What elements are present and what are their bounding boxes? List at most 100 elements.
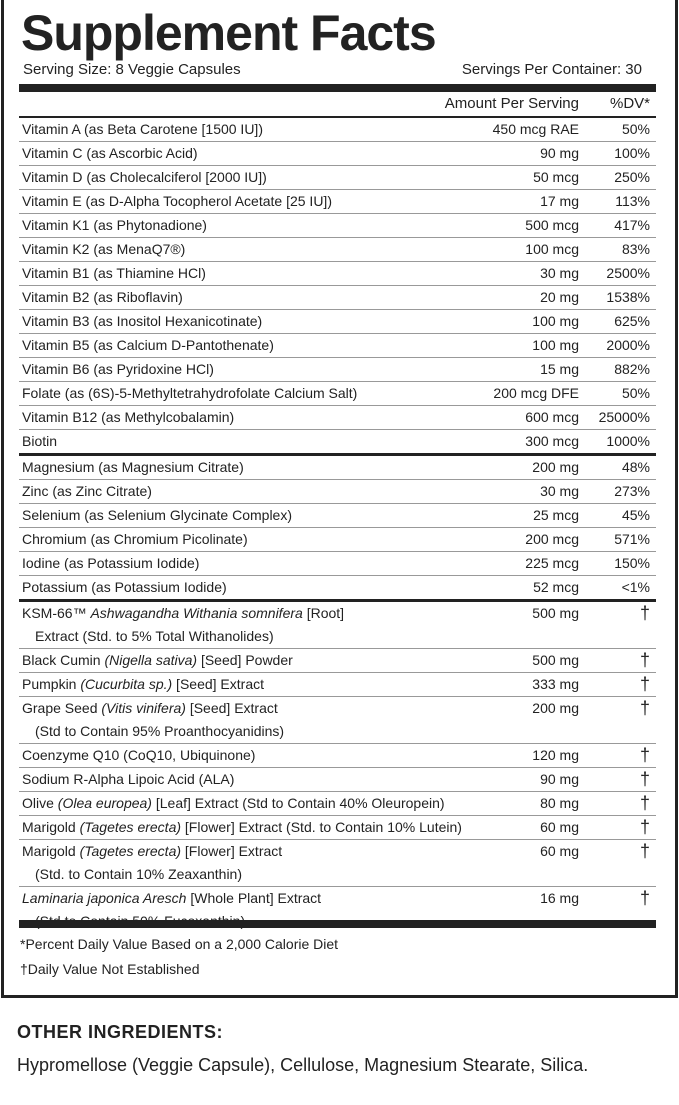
name-line: Potassium (as Potassium Iodide) — [22, 576, 522, 599]
amount-per-serving: 200 mcg — [525, 531, 579, 547]
name-text: Vitamin B2 (as Riboflavin) — [22, 289, 183, 305]
amount-per-serving: 50 mcg — [533, 169, 579, 185]
name-text: Vitamin B1 (as Thiamine HCl) — [22, 265, 206, 281]
ingredient-name: Olive (Olea europea) [Leaf] Extract (Std… — [19, 792, 522, 815]
table-row: Selenium (as Selenium Glycinate Complex)… — [19, 504, 656, 528]
daily-value: 417% — [614, 217, 650, 233]
daily-value: 2000% — [606, 337, 650, 353]
name-text: [Root] — [302, 605, 345, 621]
name-line-2: (Std to Contain 95% Proanthocyanidins) — [35, 723, 285, 739]
table-row: Iodine (as Potassium Iodide) 225 mcg 150% — [19, 552, 656, 576]
name-line: Vitamin B12 (as Methylcobalamin) — [22, 406, 522, 429]
name-text: Vitamin K2 (as MenaQ7®) — [22, 241, 186, 257]
amount-per-serving: 52 mcg — [533, 579, 579, 595]
name-text: Olive — [22, 795, 58, 811]
name-text: Iodine (as Potassium Iodide) — [22, 555, 200, 571]
daily-value: 100% — [614, 145, 650, 161]
ingredient-name: Vitamin C (as Ascorbic Acid) — [19, 142, 522, 165]
amount-per-serving: 450 mcg RAE — [492, 121, 579, 137]
table-row: Vitamin B2 (as Riboflavin) 20 mg 1538% — [19, 286, 656, 310]
name-text: Black Cumin — [22, 652, 105, 668]
table-row: Chromium (as Chromium Picolinate) 200 mcg… — [19, 528, 656, 552]
ingredient-name: Potassium (as Potassium Iodide) — [19, 576, 522, 599]
amount-header: Amount Per Serving — [444, 95, 579, 112]
daily-value: 25000% — [598, 409, 650, 425]
table-row: Potassium (as Potassium Iodide) 52 mcg <1% — [19, 576, 656, 602]
header-divider — [19, 116, 656, 118]
amount-per-serving: 500 mg — [532, 652, 579, 668]
latin-name: Laminaria japonica Aresch — [22, 890, 187, 906]
amount-per-serving: 100 mcg — [525, 241, 579, 257]
name-text: Zinc (as Zinc Citrate) — [22, 483, 152, 499]
daily-value: † — [639, 769, 650, 789]
name-text: KSM-66™ — [22, 605, 91, 621]
amount-per-serving: 200 mg — [532, 459, 579, 475]
table-row: Pumpkin (Cucurbita sp.) [Seed] Extract 33… — [19, 673, 656, 697]
name-text: Vitamin A (as Beta Carotene [1500 IU]) — [22, 121, 263, 137]
name-line: Sodium R-Alpha Lipoic Acid (ALA) — [22, 768, 522, 791]
footnote-dagger: †Daily Value Not Established — [20, 961, 200, 977]
ingredient-name: Sodium R-Alpha Lipoic Acid (ALA) — [19, 768, 522, 791]
amount-per-serving: 225 mcg — [525, 555, 579, 571]
amount-per-serving: 16 mg — [540, 890, 579, 906]
name-text: Magnesium (as Magnesium Citrate) — [22, 459, 244, 475]
name-line: Vitamin E (as D-Alpha Tocopherol Acetate… — [22, 190, 522, 213]
daily-value: 50% — [621, 121, 650, 137]
ingredient-name: KSM-66™ Ashwagandha Withania somnifera [… — [19, 602, 522, 648]
table-row: Coenzyme Q10 (CoQ10, Ubiquinone) 120 mg † — [19, 744, 656, 768]
name-text: Vitamin E (as D-Alpha Tocopherol Acetate… — [22, 193, 332, 209]
amount-per-serving: 100 mg — [532, 313, 579, 329]
name-text: Potassium (as Potassium Iodide) — [22, 579, 227, 595]
name-text: Vitamin C (as Ascorbic Acid) — [22, 145, 198, 161]
daily-value: † — [639, 674, 650, 694]
latin-name: (Tagetes erecta) — [79, 819, 182, 835]
ingredient-name: Vitamin K2 (as MenaQ7®) — [19, 238, 522, 261]
name-text: Vitamin B5 (as Calcium D-Pantothenate) — [22, 337, 274, 353]
table-row: Vitamin B6 (as Pyridoxine HCl) 15 mg 882% — [19, 358, 656, 382]
name-text: Grape Seed — [22, 700, 102, 716]
name-text: Sodium R-Alpha Lipoic Acid (ALA) — [22, 771, 235, 787]
name-line: Biotin — [22, 430, 522, 453]
amount-per-serving: 120 mg — [532, 747, 579, 763]
supplement-facts-panel — [1, 0, 678, 998]
daily-value: 113% — [615, 193, 650, 209]
name-line: Zinc (as Zinc Citrate) — [22, 480, 522, 503]
daily-value: 571% — [614, 531, 650, 547]
amount-per-serving: 200 mcg DFE — [493, 385, 579, 401]
daily-value: † — [639, 650, 650, 670]
daily-value: 50% — [621, 385, 650, 401]
name-text: [Flower] Extract (Std. to Contain 10% Lu… — [181, 819, 462, 835]
name-text: Biotin — [22, 433, 58, 449]
amount-per-serving: 25 mcg — [533, 507, 579, 523]
name-line: Folate (as (6S)-5-Methyltetrahydrofolate… — [22, 382, 522, 405]
table-row: Marigold (Tagetes erecta) [Flower] Extra… — [19, 840, 656, 887]
table-row: Vitamin E (as D-Alpha Tocopherol Acetate… — [19, 190, 656, 214]
name-text: Vitamin B6 (as Pyridoxine HCl) — [22, 361, 214, 377]
table-row: Vitamin K2 (as MenaQ7®) 100 mcg 83% — [19, 238, 656, 262]
serving-size: Serving Size: 8 Veggie Capsules — [23, 61, 241, 78]
amount-per-serving: 30 mg — [540, 483, 579, 499]
ingredient-name: Vitamin B12 (as Methylcobalamin) — [19, 406, 522, 429]
name-text: Vitamin D (as Cholecalciferol [2000 IU]) — [22, 169, 267, 185]
panel-title: Supplement Facts — [21, 5, 437, 61]
amount-per-serving: 15 mg — [540, 361, 579, 377]
name-line: Vitamin B1 (as Thiamine HCl) — [22, 262, 522, 285]
name-line: Vitamin K1 (as Phytonadione) — [22, 214, 522, 237]
daily-value: 2500% — [606, 265, 650, 281]
table-row: Marigold (Tagetes erecta) [Flower] Extra… — [19, 816, 656, 840]
name-line: Grape Seed (Vitis vinifera) [Seed] Extra… — [22, 697, 522, 720]
daily-value: 1000% — [606, 433, 650, 449]
name-line: Selenium (as Selenium Glycinate Complex) — [22, 504, 522, 527]
ingredient-name: Vitamin E (as D-Alpha Tocopherol Acetate… — [19, 190, 522, 213]
latin-name: (Tagetes erecta) — [79, 843, 182, 859]
daily-value: † — [639, 841, 650, 861]
daily-value: 273% — [614, 483, 650, 499]
daily-value: 625% — [614, 313, 650, 329]
ingredient-name: Coenzyme Q10 (CoQ10, Ubiquinone) — [19, 744, 522, 767]
daily-value: † — [639, 745, 650, 765]
daily-value: † — [639, 698, 650, 718]
amount-per-serving: 17 mg — [540, 193, 579, 209]
daily-value: 150% — [614, 555, 650, 571]
table-row: Biotin 300 mcg 1000% — [19, 430, 656, 456]
name-text: Vitamin B12 (as Methylcobalamin) — [22, 409, 235, 425]
